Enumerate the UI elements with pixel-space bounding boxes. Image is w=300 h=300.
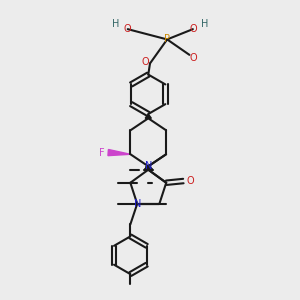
Text: N: N	[145, 161, 152, 171]
Text: P: P	[164, 34, 170, 44]
Text: O: O	[141, 57, 149, 67]
Polygon shape	[108, 149, 130, 156]
Text: O: O	[186, 176, 194, 186]
Text: F: F	[98, 148, 104, 158]
Text: O: O	[189, 24, 197, 34]
Text: H: H	[201, 19, 208, 29]
Polygon shape	[145, 114, 152, 118]
Text: O: O	[189, 53, 197, 63]
Text: H: H	[112, 19, 119, 29]
Text: O: O	[124, 24, 131, 34]
Text: N: N	[134, 199, 141, 209]
